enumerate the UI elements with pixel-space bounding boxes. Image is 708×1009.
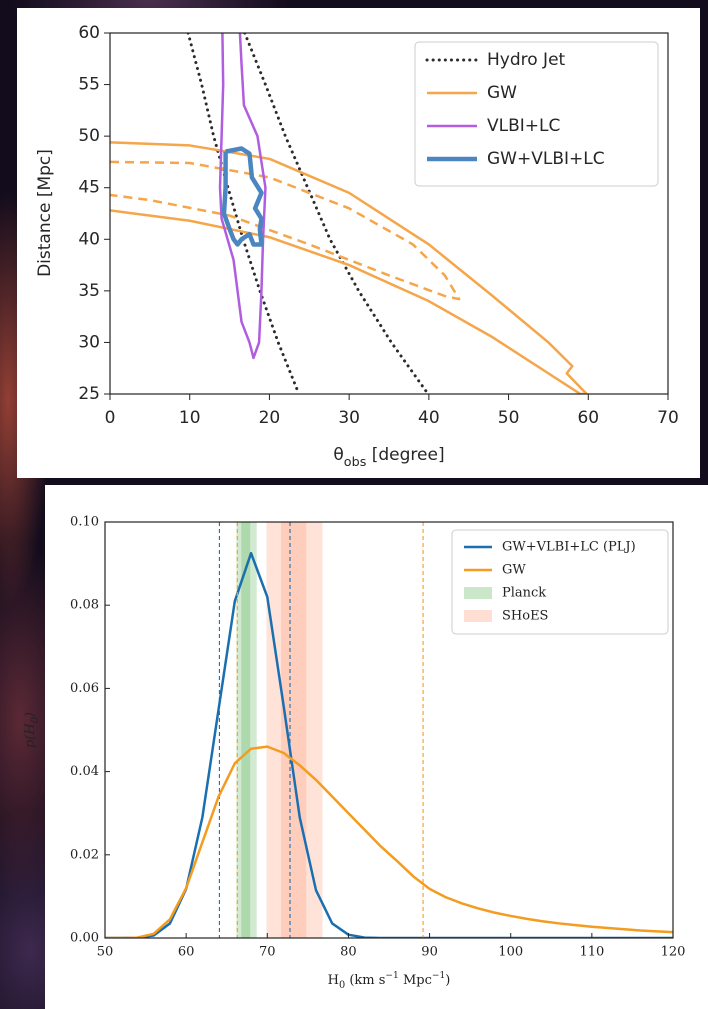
label-part: Distance [Mpc] — [35, 149, 55, 277]
x-tick-label: 60 — [178, 945, 195, 960]
contour-line — [186, 33, 301, 394]
y-tick-label: 25 — [78, 384, 100, 404]
y-axis-label: p(H0) — [23, 712, 42, 748]
label-part: ) — [445, 973, 450, 988]
label-part: 0 — [339, 980, 345, 991]
label-part: p(H — [23, 723, 38, 748]
y-tick-label: 0.04 — [70, 764, 99, 779]
band — [241, 522, 251, 938]
band — [266, 522, 323, 938]
y-tick-label: 40 — [78, 229, 100, 249]
x-tick-label: 10 — [179, 408, 201, 428]
y-tick-label: 35 — [78, 281, 100, 301]
legend-label: GW — [502, 563, 526, 578]
x-tick-label: 20 — [259, 408, 281, 428]
y-tick-label: 0.02 — [70, 847, 99, 862]
band — [236, 522, 257, 938]
x-tick-label: 0 — [105, 408, 116, 428]
plot-frame — [109, 32, 669, 395]
y-tick-label: 0.00 — [70, 931, 99, 946]
plot-area — [110, 33, 588, 394]
x-tick-label: 120 — [661, 945, 686, 960]
legend-label: VLBI+LC — [487, 116, 560, 136]
y-tick-label: 0.06 — [70, 681, 99, 696]
legend-box — [414, 41, 659, 187]
legend-label: GW+VLBI+LC (PLJ) — [502, 540, 636, 555]
x-tick-label: 110 — [579, 945, 604, 960]
x-tick-label: 90 — [421, 945, 438, 960]
line — [105, 551, 673, 938]
contour-line — [110, 160, 461, 301]
y-axis-label: Distance [Mpc] — [35, 149, 55, 277]
x-tick-label: 70 — [259, 945, 276, 960]
label-part: (km s — [345, 973, 385, 988]
y-tick-label: 30 — [78, 332, 100, 352]
x-tick-label: 70 — [657, 408, 679, 428]
label-part: ) — [23, 712, 38, 718]
x-axis-label: θobs [degree] — [333, 445, 444, 470]
legend-label: Hydro Jet — [487, 50, 566, 70]
x-axis-label: H0 (km s−1 Mpc−1) — [328, 971, 451, 992]
x-tick-label: 30 — [338, 408, 360, 428]
label-part: −1 — [432, 971, 445, 981]
x-tick-label: 40 — [418, 408, 440, 428]
legend-box — [451, 529, 669, 635]
legend-label: GW+VLBI+LC — [487, 149, 605, 169]
label-part: 0 — [30, 717, 41, 723]
chart-top: 0 10 20 30 40 50 60 70 25 30 35 40 45 50 55 60 θobs [deg… — [35, 23, 679, 470]
x-tick-label: 100 — [498, 945, 523, 960]
y-tick-label: 50 — [78, 126, 100, 146]
contour-line — [243, 33, 430, 394]
plot-area — [105, 522, 673, 938]
label-part: obs — [344, 455, 367, 470]
legend-label: Planck — [502, 586, 546, 601]
label-part: [degree] — [366, 445, 444, 465]
y-tick-label: 55 — [78, 75, 100, 95]
label-part: −1 — [385, 971, 398, 981]
x-tick-label: 50 — [97, 945, 114, 960]
legend-swatch — [464, 610, 492, 622]
band — [281, 522, 307, 938]
contour-line — [218, 33, 267, 360]
legend-label: GW — [487, 83, 517, 103]
legend-label: SHoES — [502, 609, 548, 624]
chart-bottom: 50 60 70 80 90 100 110 120 0.00 0.02 0.04 0.06 0.08 0… — [23, 515, 686, 992]
x-tick-label: 80 — [340, 945, 357, 960]
x-tick-label: 50 — [498, 408, 520, 428]
label-part: H — [328, 973, 339, 988]
y-tick-label: 0.08 — [70, 598, 99, 613]
x-tick-label: 60 — [577, 408, 599, 428]
line — [105, 745, 673, 938]
y-tick-label: 0.10 — [70, 515, 99, 530]
contour-line — [221, 146, 264, 247]
y-tick-label: 45 — [78, 178, 100, 198]
plot-frame — [104, 521, 674, 939]
contour-line — [110, 141, 588, 394]
y-tick-label: 60 — [78, 23, 100, 43]
legend-swatch — [464, 587, 492, 599]
label-part: Mpc — [399, 973, 432, 988]
label-part: θ — [333, 445, 343, 465]
